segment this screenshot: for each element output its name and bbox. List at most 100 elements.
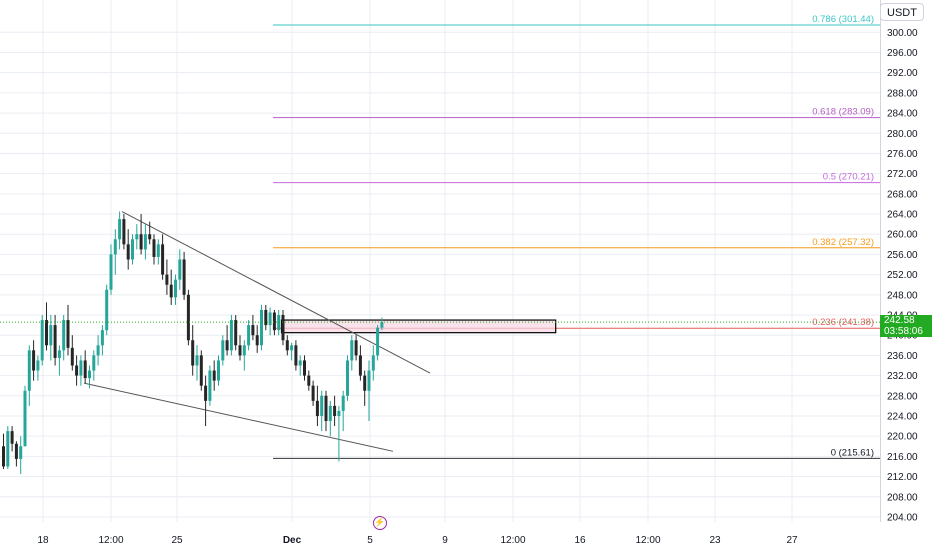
candle-body <box>169 284 173 298</box>
y-tick-label: 292.00 <box>887 68 918 79</box>
y-tick-label: 276.00 <box>887 149 918 160</box>
candle-body <box>307 375 311 386</box>
x-tick-label: 12:00 <box>98 535 123 546</box>
candle-body <box>122 219 126 245</box>
candle-body <box>100 330 104 346</box>
candle-body <box>221 340 225 361</box>
candle-body <box>19 446 23 459</box>
candle-body <box>105 289 109 331</box>
candle-body <box>191 340 195 366</box>
x-tick-label: 5 <box>367 535 373 546</box>
fib-label: 0.5 (270.21) <box>823 172 874 183</box>
chart-grid <box>0 0 880 522</box>
candle-body <box>96 345 100 356</box>
candle-body <box>32 350 36 371</box>
candle-body <box>6 431 10 467</box>
candle-body <box>234 320 238 346</box>
y-tick-label: 264.00 <box>887 210 918 221</box>
candle-body <box>380 322 384 328</box>
candle-body <box>204 385 208 401</box>
candle-body <box>290 345 294 351</box>
x-tick-label: 25 <box>171 535 183 546</box>
candle-body <box>225 340 229 351</box>
candle-body <box>14 443 18 459</box>
candle-body <box>212 370 216 381</box>
candle-body <box>242 345 246 356</box>
candle-body <box>139 234 143 250</box>
candle-body <box>350 340 354 361</box>
candle-body <box>23 390 27 447</box>
candle-body <box>75 365 79 376</box>
y-tick-label: 212.00 <box>887 472 918 483</box>
candle-body <box>156 244 160 257</box>
y-tick-label: 300.00 <box>887 28 918 39</box>
y-tick-label: 272.00 <box>887 169 918 180</box>
candle-body <box>88 370 91 379</box>
candle-body <box>45 320 48 346</box>
y-tick-label: 228.00 <box>887 391 918 402</box>
candle-body <box>247 325 251 346</box>
candle-body <box>126 244 130 260</box>
candle-body <box>27 350 31 391</box>
candle-body <box>118 219 122 240</box>
candle-body <box>182 259 186 295</box>
candle-body <box>255 335 259 346</box>
candle-body <box>113 239 117 255</box>
candle-body <box>79 360 83 376</box>
y-tick-label: 284.00 <box>887 109 918 120</box>
candle-body <box>208 370 212 401</box>
candle-body <box>341 395 345 411</box>
candle-body <box>36 360 40 371</box>
candle-body <box>10 431 14 444</box>
candle-body <box>346 360 349 396</box>
candle-body <box>83 360 87 379</box>
candle-body <box>57 350 61 358</box>
x-tick-label: 12:00 <box>500 535 525 546</box>
y-tick-label: 208.00 <box>887 492 918 503</box>
candle-body <box>371 355 375 371</box>
x-tick-label: 9 <box>442 535 448 546</box>
candle-body <box>264 309 268 326</box>
y-tick-label: 236.00 <box>887 351 918 362</box>
resistance-box[interactable] <box>280 319 557 334</box>
candle-body <box>199 355 203 386</box>
time-axis[interactable]: 18 12:00 25 Dec 5 9 12:00 16 12:00 23 27 <box>37 535 798 546</box>
candle-body <box>260 309 263 346</box>
x-tick-label: 18 <box>37 535 49 546</box>
lightning-icon[interactable]: ⚡ <box>373 516 387 530</box>
currency-button[interactable]: USDT <box>880 3 924 21</box>
candle-body <box>272 312 276 331</box>
candle-body <box>363 375 367 391</box>
candle-body <box>303 360 306 376</box>
candle-body <box>92 355 96 371</box>
candle-body <box>285 340 289 351</box>
bar-countdown: 03:58:06 <box>884 326 923 338</box>
candle-body <box>277 315 281 331</box>
x-tick-label: 16 <box>574 535 586 546</box>
last-price-value: 242.58 <box>884 315 915 327</box>
candle-body <box>2 446 5 467</box>
price-axis[interactable]: 300.00 296.00 292.00 288.00 284.00 280.00 276.… <box>887 28 918 524</box>
candle-body <box>238 345 242 356</box>
candle-body <box>328 405 332 422</box>
candle-body <box>354 340 358 356</box>
candle-body <box>311 385 315 401</box>
candle-body <box>109 254 113 290</box>
candle-body <box>358 355 362 376</box>
lower-trendline <box>83 382 394 452</box>
candle-body <box>165 274 169 285</box>
y-tick-label: 296.00 <box>887 48 918 59</box>
candle-body <box>70 347 74 366</box>
candle-body <box>376 327 380 356</box>
candle-body <box>229 320 233 351</box>
candle-body <box>217 360 220 381</box>
candle-body <box>152 239 156 257</box>
x-tick-label: 27 <box>786 535 798 546</box>
candle-body <box>195 355 199 366</box>
y-tick-label: 224.00 <box>887 411 918 422</box>
candle-body <box>315 400 319 416</box>
fib-label: 0 (215.61) <box>831 447 874 458</box>
y-tick-label: 252.00 <box>887 270 918 281</box>
y-tick-label: 232.00 <box>887 371 918 382</box>
